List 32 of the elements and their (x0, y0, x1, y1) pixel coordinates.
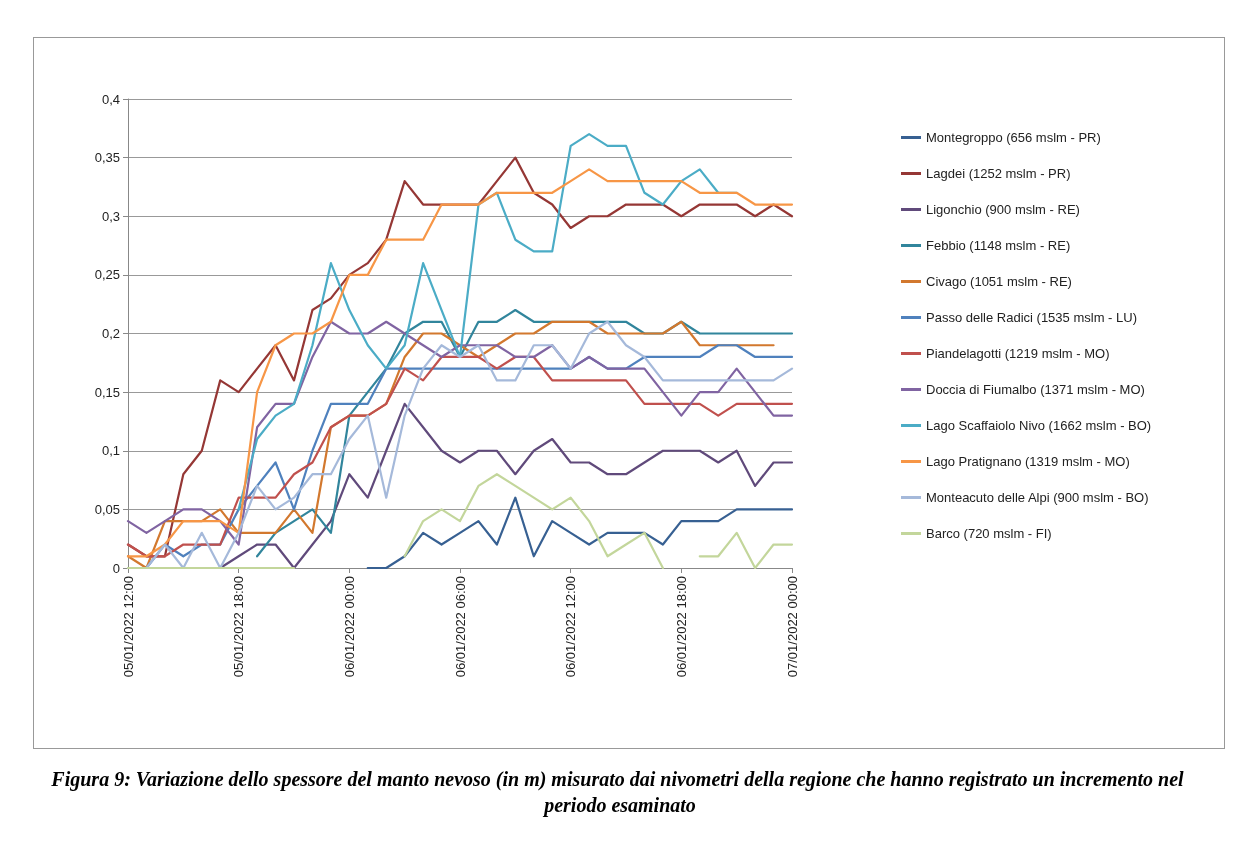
legend-label: Civago (1051 mslm - RE) (926, 274, 1072, 289)
line-series (366, 496, 794, 570)
legend-label: Monteacuto delle Alpi (900 mslm - BO) (926, 490, 1149, 505)
legend-label: Barco (720 mslm - FI) (926, 526, 1052, 541)
x-tick-label: 06/01/2022 18:00 (673, 576, 689, 678)
legend-label: Ligonchio (900 mslm - RE) (926, 202, 1080, 217)
x-tick-label: 05/01/2022 12:00 (120, 576, 136, 678)
legend-label: Doccia di Fiumalbo (1371 mslm - MO) (926, 382, 1145, 397)
x-tick-label: 06/01/2022 00:00 (341, 576, 357, 678)
y-tick-label: 0,4 (101, 91, 120, 107)
y-tick-label: 0,25 (94, 267, 120, 283)
x-tick-label: 06/01/2022 06:00 (452, 576, 468, 678)
y-tick-label: 0,1 (101, 443, 120, 459)
line-series (219, 402, 794, 570)
x-tick-label: 05/01/2022 18:00 (231, 576, 247, 678)
line-series (256, 308, 794, 558)
legend-label: Montegroppo (656 mslm - PR) (926, 130, 1101, 145)
legend-label: Lago Scaffaiolo Nivo (1662 mslm - BO) (926, 418, 1152, 433)
x-tick-label: 07/01/2022 00:00 (784, 576, 800, 678)
y-tick-label: 0,15 (94, 384, 120, 400)
y-tick-label: 0,3 (101, 208, 120, 224)
legend-label: Febbio (1148 mslm - RE) (926, 238, 1071, 253)
y-tick-label: 0 (112, 560, 120, 576)
y-tick-label: 0,2 (101, 326, 120, 341)
legend-label: Lagdei (1252 mslm - PR) (926, 166, 1071, 181)
legend-label: Lago Pratignano (1319 mslm - MO) (926, 454, 1130, 469)
legend-label: Passo delle Radici (1535 mslm - LU) (926, 310, 1137, 325)
legend-label: Piandelagotti (1219 mslm - MO) (926, 346, 1110, 361)
y-tick-label: 0,05 (94, 501, 120, 517)
y-tick-label: 0,35 (94, 150, 120, 166)
x-tick-label: 06/01/2022 12:00 (563, 576, 579, 678)
text: Figura 9: Variazione dello spessore del manto nevoso (in m) misurato dai nivometri della regione che hanno registrato un incremento nel periodo esaminato (50, 768, 1189, 817)
